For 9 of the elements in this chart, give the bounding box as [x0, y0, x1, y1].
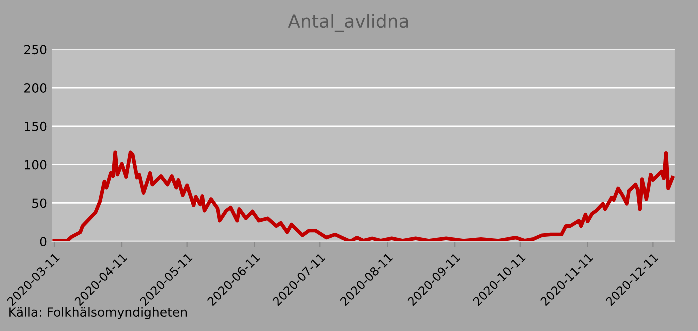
- y-tick-label: 100: [25, 160, 47, 170]
- y-tick-label: 50: [32, 198, 47, 208]
- y-tick-label: 150: [25, 122, 47, 132]
- y-tick-label: 200: [24, 84, 47, 93]
- text: Källa: Folkhälsomyndigheten: [10, 307, 188, 320]
- y-tick-label: 0: [40, 237, 47, 247]
- line-series: [52, 150, 675, 242]
- y-tick-label: 250: [24, 45, 47, 55]
- chart-title: Antal_avlidna: [288, 14, 408, 32]
